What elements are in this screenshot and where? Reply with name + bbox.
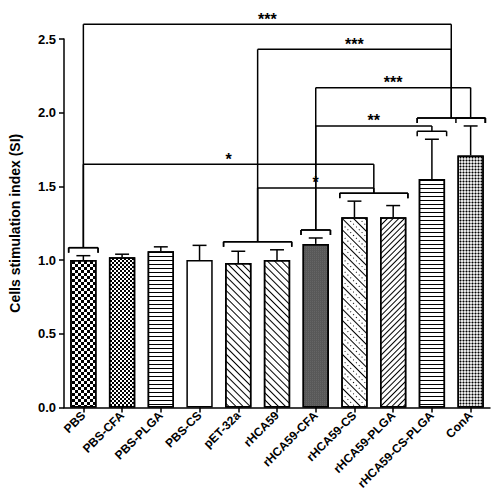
svg-text:0.5: 0.5	[38, 326, 56, 341]
svg-text:*: *	[313, 174, 320, 191]
svg-text:2.0: 2.0	[38, 105, 56, 120]
svg-text:0.0: 0.0	[38, 400, 56, 415]
svg-text:rHCA59-PLGA: rHCA59-PLGA	[330, 408, 399, 476]
svg-text:pET-32a: pET-32a	[201, 408, 244, 451]
svg-text:**: **	[368, 112, 381, 129]
svg-text:Cells stimulation index (SI): Cells stimulation index (SI)	[7, 134, 23, 313]
svg-text:PBS-CS: PBS-CS	[163, 409, 205, 451]
svg-text:1.0: 1.0	[38, 253, 56, 268]
svg-text:PBS-PLGA: PBS-PLGA	[112, 408, 166, 462]
svg-text:*: *	[225, 151, 232, 168]
svg-text:rHCA59-CS: rHCA59-CS	[303, 408, 360, 465]
svg-text:2.5: 2.5	[38, 32, 56, 47]
svg-text:PBS: PBS	[61, 409, 88, 436]
svg-text:rHCA59: rHCA59	[241, 408, 282, 450]
svg-text:***: ***	[384, 74, 403, 91]
svg-text:***: ***	[258, 11, 277, 28]
svg-text:rHCA59-CS-PLGA: rHCA59-CS-PLGA	[355, 408, 437, 490]
svg-text:ConA: ConA	[443, 408, 476, 441]
svg-text:1.5: 1.5	[38, 179, 56, 194]
svg-text:rHCA59-CFA: rHCA59-CFA	[259, 408, 321, 470]
svg-text:PBS-CFA: PBS-CFA	[79, 408, 127, 456]
svg-text:***: ***	[345, 36, 364, 53]
